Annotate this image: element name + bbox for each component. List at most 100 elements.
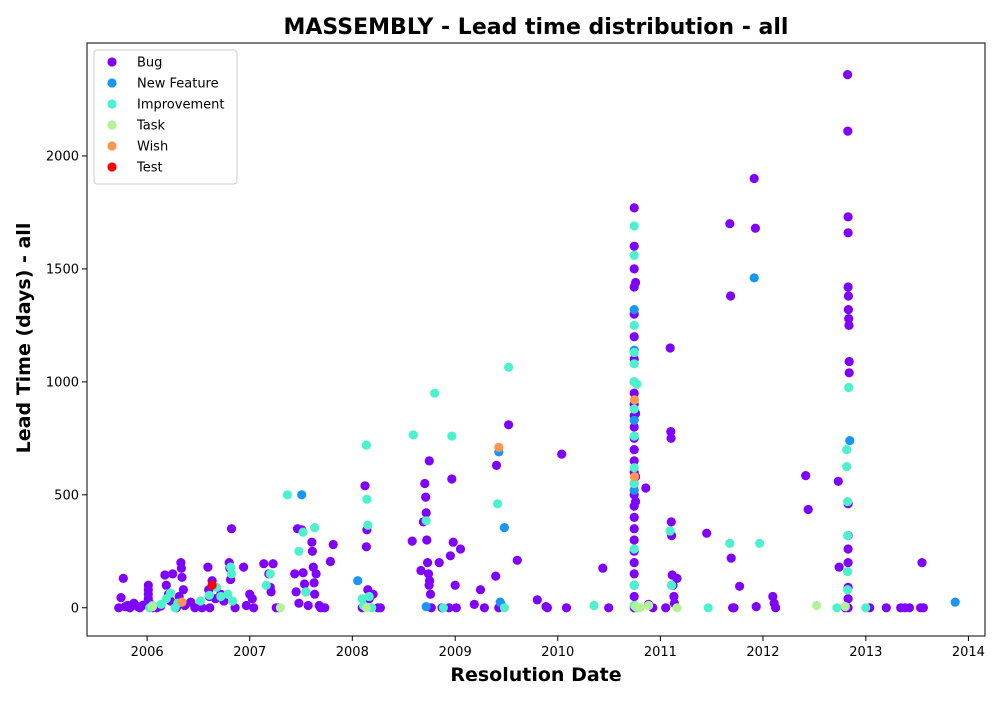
point-bug (672, 573, 682, 584)
point-improvement (361, 440, 371, 450)
legend-marker (107, 99, 117, 109)
point-bug (491, 460, 502, 470)
point-improvement (629, 250, 639, 260)
point-bug (425, 576, 435, 586)
legend-marker (107, 141, 117, 151)
point-bug (247, 594, 257, 604)
point-bug (735, 581, 745, 591)
point-improvement (223, 589, 233, 599)
legend-label: Bug (137, 56, 162, 71)
chart-title: MASSEMBLY - Lead time distribution - all (284, 15, 789, 40)
point-improvement (843, 585, 853, 595)
point-improvement (842, 445, 852, 455)
point-bug (629, 535, 639, 545)
point-bug (629, 569, 639, 579)
point-bug (176, 563, 186, 573)
point-bug (666, 517, 676, 527)
point-improvement (294, 546, 304, 556)
point-improvement (629, 463, 639, 473)
point-bug (629, 445, 639, 455)
point-bug (629, 456, 639, 466)
point-improvement (629, 580, 639, 590)
point-task (644, 600, 654, 611)
point-improvement (725, 538, 735, 549)
point-new-feature (353, 576, 363, 586)
point-bug (629, 512, 639, 523)
point-task (635, 603, 645, 613)
point-bug (629, 558, 639, 568)
x-tick-label: 2012 (746, 645, 779, 660)
point-bug (307, 537, 317, 547)
point-task (672, 603, 682, 613)
point-bug (303, 600, 313, 611)
point-improvement (504, 362, 514, 372)
point-bug (294, 598, 304, 608)
point-improvement (228, 596, 238, 606)
point-bug (434, 558, 444, 568)
point-bug (422, 535, 432, 545)
point-bug (168, 569, 178, 579)
point-new-feature (845, 436, 855, 446)
point-bug (702, 528, 712, 538)
point-improvement (282, 490, 292, 500)
point-bug (423, 558, 433, 568)
point-bug (803, 504, 813, 515)
legend-box (93, 49, 238, 185)
point-bug (833, 476, 843, 486)
point-task (812, 600, 822, 611)
point-bug (479, 603, 489, 613)
point-bug (729, 603, 739, 613)
point-bug (160, 570, 170, 580)
point-improvement (310, 523, 320, 533)
point-bug (290, 569, 300, 579)
legend-label: New Feature (137, 77, 219, 92)
point-bug (532, 595, 542, 605)
y-tick-label: 1000 (46, 375, 79, 390)
point-bug (226, 524, 237, 534)
point-improvement (832, 603, 842, 613)
point-wish (177, 597, 187, 607)
point-test (207, 580, 217, 590)
point-bug (629, 388, 639, 398)
axes: 2006 2007 2008 2009 2010 2011 2012 2013 2014 0 500… (46, 42, 986, 660)
point-new-feature (950, 597, 960, 607)
point-new-feature (629, 305, 639, 315)
point-improvement (629, 347, 639, 358)
point-bug (424, 456, 434, 466)
legend: Bug New Feature Improvement Task Wish Test (93, 49, 238, 185)
point-bug (843, 212, 853, 222)
point-improvement (632, 379, 642, 389)
point-bug (420, 478, 430, 489)
series-test (207, 580, 217, 590)
point-bug (843, 282, 853, 292)
point-improvement (216, 591, 226, 602)
point-bug (631, 497, 641, 507)
point-bug (598, 563, 608, 573)
point-bug (448, 537, 458, 547)
point-wish (629, 395, 640, 405)
point-bug (491, 571, 501, 581)
point-improvement (629, 320, 639, 330)
point-improvement (629, 221, 639, 231)
point-improvement (844, 382, 854, 393)
y-axis-label: Lead Time (days) - all (13, 223, 35, 454)
series-wish (177, 395, 640, 607)
point-improvement (364, 591, 374, 602)
point-improvement (430, 388, 440, 398)
point-improvement (298, 527, 308, 537)
point-bug (421, 508, 431, 518)
point-wish (629, 472, 640, 482)
point-bug (268, 559, 278, 569)
point-improvement (703, 603, 713, 613)
point-improvement (629, 478, 639, 489)
legend-marker (107, 78, 117, 88)
x-tick-label: 2007 (233, 645, 266, 660)
legend-label: Task (136, 119, 166, 134)
y-tick-label: 2000 (46, 149, 79, 164)
point-improvement (438, 603, 448, 613)
series-improvement (145, 221, 871, 613)
point-bug (725, 219, 735, 229)
legend-label: Test (136, 161, 163, 176)
point-bug (291, 587, 301, 597)
legend-label: Wish (137, 140, 168, 155)
